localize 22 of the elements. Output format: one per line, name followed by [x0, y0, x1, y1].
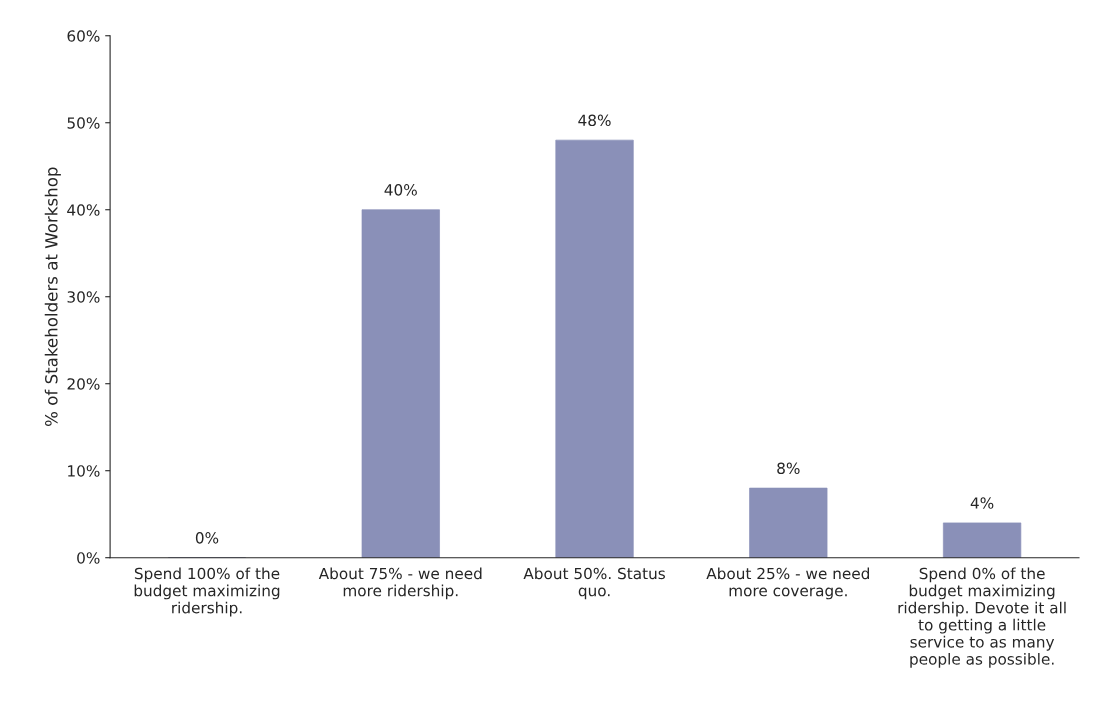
- y-tick-label: 60%: [67, 30, 100, 42]
- x-tick-label: About 75% - we need more ridership.: [318, 567, 482, 600]
- bar: [361, 209, 440, 558]
- y-tick-label: 0%: [77, 552, 100, 564]
- data-label: 40%: [384, 184, 417, 196]
- data-label: 0%: [195, 532, 219, 544]
- bar: [749, 487, 828, 558]
- y-tick-label: 50%: [67, 117, 100, 129]
- bar: [555, 139, 634, 558]
- bar: [942, 522, 1022, 558]
- y-axis-title: % of Stakeholders at Workshop: [44, 167, 61, 427]
- data-label: 8%: [777, 462, 800, 475]
- data-label: 48%: [578, 114, 611, 127]
- x-tick-label: Spend 0% of the budget maximizing ridership. Devote it all to getting a little service to as many people as possible.: [898, 567, 1066, 668]
- y-tick-label: 10%: [68, 465, 100, 477]
- x-tick-label: About 50%. Status quo.: [523, 567, 665, 600]
- y-tick-label: 30%: [67, 291, 100, 303]
- y-tick-label: 40%: [67, 204, 100, 216]
- data-label: 4%: [970, 497, 994, 509]
- x-tick-label: Spend 100% of the budget maximizing ridership.: [134, 567, 280, 617]
- y-tick-label: 20%: [67, 378, 100, 390]
- x-tick-label: About 25% - we need more coverage.: [706, 567, 869, 600]
